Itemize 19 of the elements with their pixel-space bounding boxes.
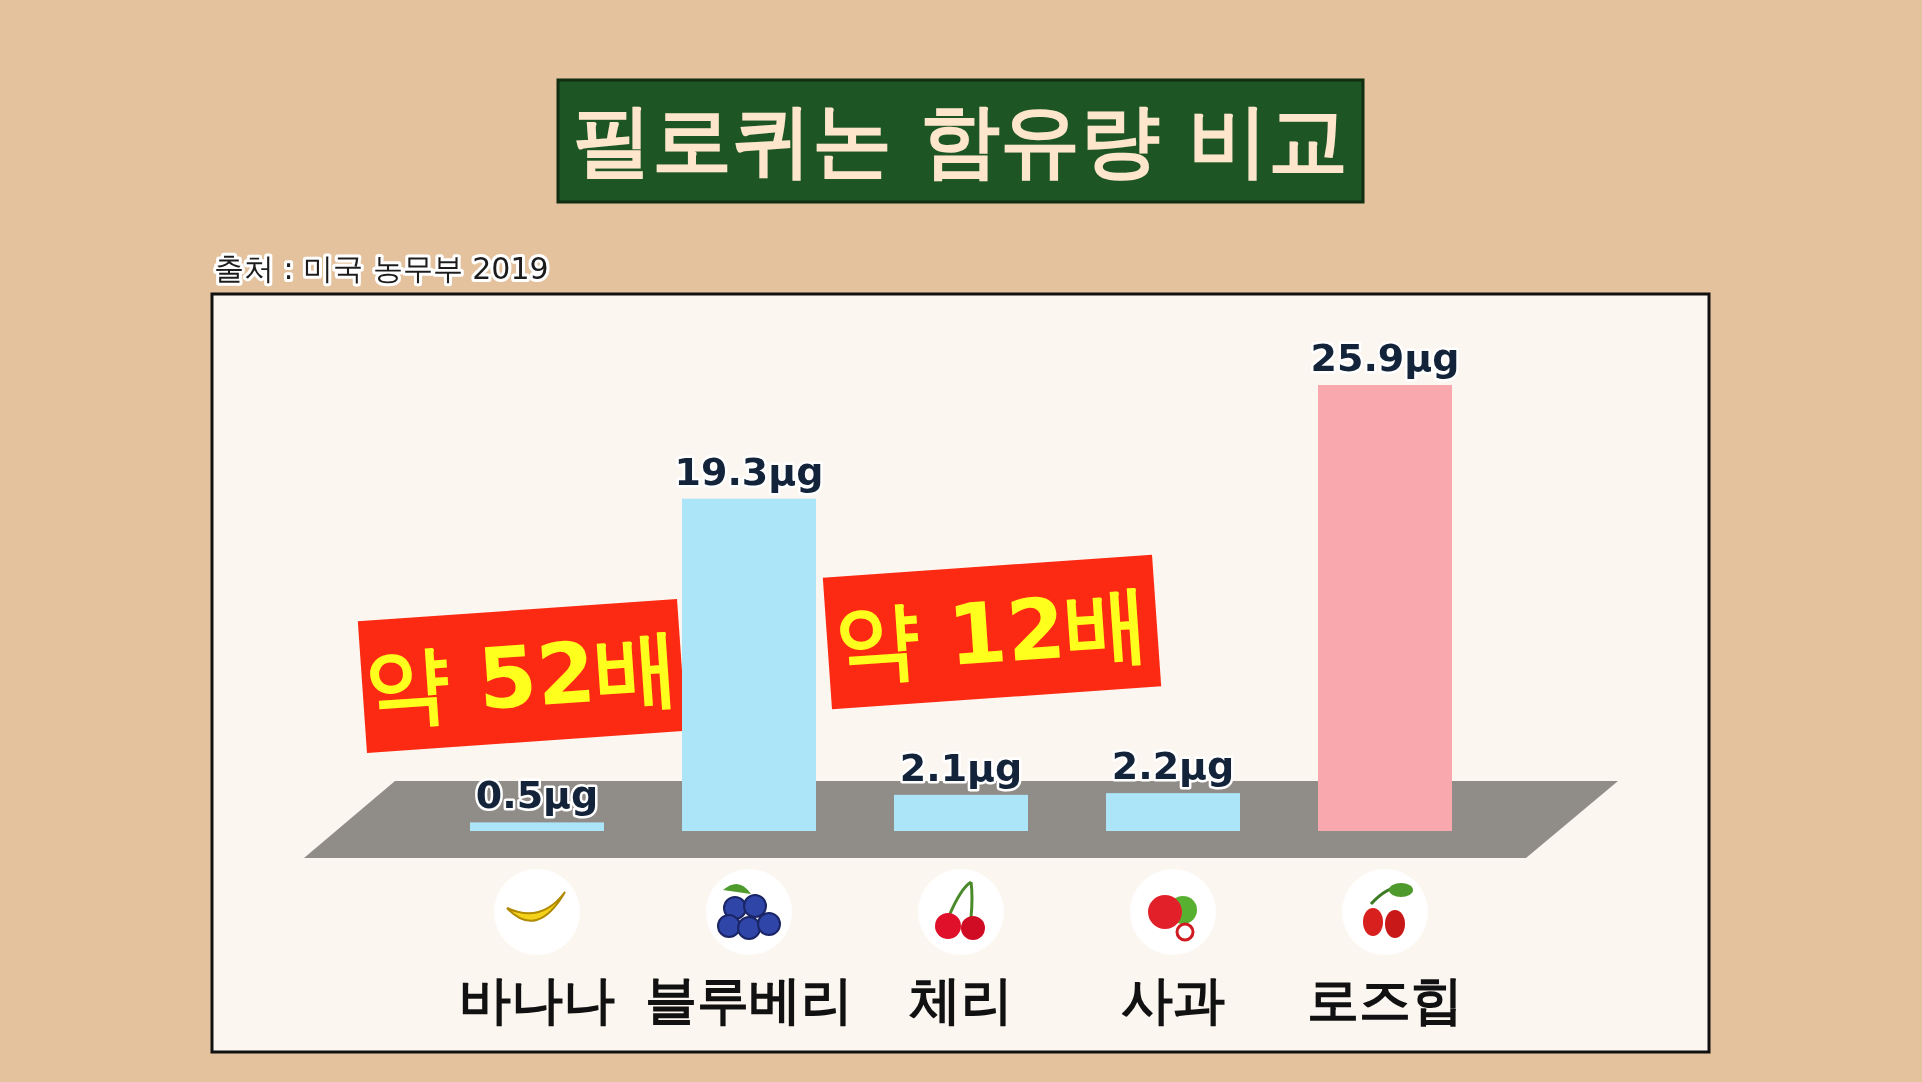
x-tick-label: 블루베리: [645, 970, 853, 1030]
x-tick-label: 체리: [909, 970, 1013, 1030]
data-label: 0.5μg: [475, 773, 599, 818]
annotation: 약 12배: [831, 573, 1153, 693]
bar: [470, 822, 604, 831]
x-tick-label: 바나나: [459, 970, 615, 1030]
chart-title: 필로퀴논 함유량 비교: [572, 94, 1348, 187]
x-tick-label: 로즈힙: [1307, 970, 1463, 1030]
bar: [1318, 385, 1452, 831]
data-label: 19.3μg: [674, 449, 824, 494]
x-tick-label: 사과: [1121, 970, 1225, 1030]
data-label: 2.2μg: [1111, 744, 1235, 789]
bar: [682, 498, 816, 831]
annotation: 약 52배: [361, 617, 683, 737]
source-note: 출처 : 미국 농무부 2019: [214, 251, 549, 286]
data-label: 25.9μg: [1310, 336, 1460, 380]
bar: [894, 794, 1028, 831]
data-label: 2.1μg: [899, 745, 1023, 790]
bar: [1106, 793, 1240, 831]
